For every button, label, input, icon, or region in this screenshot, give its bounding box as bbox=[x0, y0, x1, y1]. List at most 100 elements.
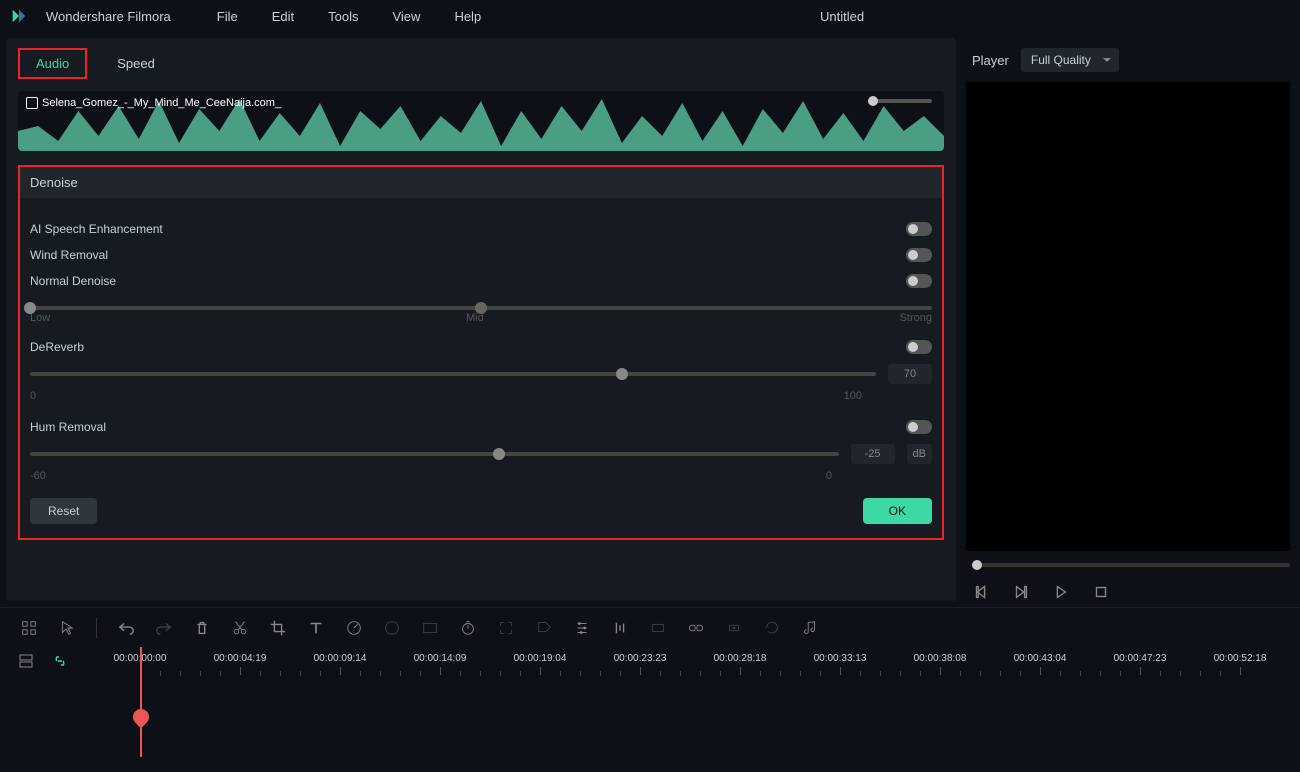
hum-max: 0 bbox=[826, 470, 832, 482]
normal-denoise-slider[interactable] bbox=[30, 306, 932, 310]
audio-settings-panel: Audio Speed Selena_Gomez_-_My_Mind_Me_Ce… bbox=[6, 38, 956, 601]
playhead[interactable] bbox=[140, 647, 142, 757]
ok-button[interactable]: OK bbox=[863, 498, 932, 524]
hum-min: -60 bbox=[30, 470, 46, 482]
audio-adjust-icon[interactable] bbox=[611, 619, 629, 637]
text-icon[interactable] bbox=[307, 619, 325, 637]
tab-speed[interactable]: Speed bbox=[99, 48, 173, 79]
cut-icon[interactable] bbox=[231, 619, 249, 637]
normal-denoise-slider-row: Low Mid Strong bbox=[20, 294, 942, 324]
project-title: Untitled bbox=[820, 9, 864, 24]
quality-dropdown[interactable]: Full Quality bbox=[1021, 48, 1119, 72]
track-link-icon[interactable] bbox=[52, 653, 68, 669]
timer-icon[interactable] bbox=[459, 619, 477, 637]
player-header: Player Full Quality bbox=[966, 38, 1294, 82]
wind-removal-label: Wind Removal bbox=[30, 248, 108, 262]
expand-icon[interactable] bbox=[497, 619, 515, 637]
hum-removal-toggle[interactable] bbox=[906, 420, 932, 434]
timeline-toolbar bbox=[0, 607, 1300, 647]
normal-denoise-mid-marker bbox=[475, 302, 487, 314]
speed-icon[interactable] bbox=[345, 619, 363, 637]
settings-tabs: Audio Speed bbox=[18, 48, 944, 79]
playhead-knob-icon[interactable] bbox=[130, 706, 153, 729]
normal-denoise-row: Normal Denoise bbox=[20, 268, 942, 294]
hum-slider[interactable] bbox=[30, 452, 839, 456]
play-pause-icon[interactable] bbox=[1012, 583, 1030, 601]
dereverb-toggle[interactable] bbox=[906, 340, 932, 354]
waveform-zoom-slider[interactable] bbox=[872, 99, 932, 103]
timeline-ruler[interactable]: 00:00:00:0000:00:04:1900:00:09:1400:00:1… bbox=[140, 653, 1290, 683]
tick-label: 00:00:43:04 bbox=[1014, 653, 1067, 664]
tick-label: 00:00:19:04 bbox=[514, 653, 567, 664]
tick-label: 00:00:09:14 bbox=[314, 653, 367, 664]
tick-label: 00:00:33:13 bbox=[814, 653, 867, 664]
play-icon[interactable] bbox=[1052, 583, 1070, 601]
prev-frame-icon[interactable] bbox=[972, 583, 990, 601]
menu-view[interactable]: View bbox=[384, 5, 428, 28]
menu-tools[interactable]: Tools bbox=[320, 5, 366, 28]
waveform-preview: Selena_Gomez_-_My_Mind_Me_CeeNaija.com_ bbox=[18, 91, 944, 151]
reset-button[interactable]: Reset bbox=[30, 498, 97, 524]
film-icon[interactable] bbox=[649, 619, 667, 637]
tick-label: 00:00:52:18 bbox=[1214, 653, 1267, 664]
denoise-buttons: Reset OK bbox=[20, 484, 942, 524]
tick-label: 00:00:04:19 bbox=[214, 653, 267, 664]
tick-label: 00:00:28:18 bbox=[714, 653, 767, 664]
hum-thumb[interactable] bbox=[493, 448, 505, 460]
menu-file[interactable]: File bbox=[209, 5, 246, 28]
refresh-icon[interactable] bbox=[763, 619, 781, 637]
hum-unit: dB bbox=[907, 444, 932, 464]
link-icon[interactable] bbox=[687, 619, 705, 637]
dereverb-slider[interactable] bbox=[30, 372, 876, 376]
normal-denoise-label: Normal Denoise bbox=[30, 274, 116, 288]
denoise-header: Denoise bbox=[20, 167, 942, 198]
hum-value[interactable]: -25 bbox=[851, 444, 895, 464]
ai-speech-toggle[interactable] bbox=[906, 222, 932, 236]
normal-denoise-low: Low bbox=[30, 312, 50, 324]
grid-icon[interactable] bbox=[20, 619, 38, 637]
hum-slider-row: -25 dB bbox=[20, 440, 942, 468]
color-icon[interactable] bbox=[383, 619, 401, 637]
ai-speech-row: AI Speech Enhancement bbox=[20, 216, 942, 242]
video-preview bbox=[966, 82, 1290, 551]
dereverb-min: 0 bbox=[30, 390, 36, 402]
app-name: Wondershare Filmora bbox=[46, 9, 171, 24]
music-note-icon bbox=[26, 97, 38, 109]
hum-removal-row: Hum Removal bbox=[20, 414, 942, 440]
dereverb-value[interactable]: 70 bbox=[888, 364, 932, 384]
dereverb-thumb[interactable] bbox=[616, 368, 628, 380]
keyframe-icon[interactable] bbox=[725, 619, 743, 637]
dereverb-row: DeReverb bbox=[20, 334, 942, 360]
redo-icon[interactable] bbox=[155, 619, 173, 637]
tab-audio[interactable]: Audio bbox=[18, 48, 87, 79]
music-icon[interactable] bbox=[801, 619, 819, 637]
sliders-icon[interactable] bbox=[573, 619, 591, 637]
menu-edit[interactable]: Edit bbox=[264, 5, 302, 28]
normal-denoise-toggle[interactable] bbox=[906, 274, 932, 288]
player-controls bbox=[966, 583, 1294, 601]
playback-scrubber[interactable] bbox=[972, 563, 1290, 567]
audio-file-label: Selena_Gomez_-_My_Mind_Me_CeeNaija.com_ bbox=[26, 97, 281, 109]
track-layers-icon[interactable] bbox=[18, 653, 34, 669]
menu-help[interactable]: Help bbox=[446, 5, 489, 28]
dereverb-slider-row: 70 bbox=[20, 360, 942, 388]
tag-icon[interactable] bbox=[535, 619, 553, 637]
app-logo-icon bbox=[10, 7, 28, 25]
player-label: Player bbox=[972, 53, 1009, 68]
wind-removal-row: Wind Removal bbox=[20, 242, 942, 268]
crop-icon[interactable] bbox=[269, 619, 287, 637]
audio-file-name: Selena_Gomez_-_My_Mind_Me_CeeNaija.com_ bbox=[42, 97, 281, 109]
dereverb-label: DeReverb bbox=[30, 340, 84, 354]
tick-label: 00:00:38:08 bbox=[914, 653, 967, 664]
screen-icon[interactable] bbox=[421, 619, 439, 637]
menubar: Wondershare Filmora File Edit Tools View… bbox=[0, 0, 1300, 32]
stop-icon[interactable] bbox=[1092, 583, 1110, 601]
cursor-icon[interactable] bbox=[58, 619, 76, 637]
ai-speech-label: AI Speech Enhancement bbox=[30, 222, 163, 236]
normal-denoise-thumb[interactable] bbox=[24, 302, 36, 314]
undo-icon[interactable] bbox=[117, 619, 135, 637]
tick-label: 00:00:47:23 bbox=[1114, 653, 1167, 664]
denoise-section: Denoise AI Speech Enhancement Wind Remov… bbox=[18, 165, 944, 540]
wind-removal-toggle[interactable] bbox=[906, 248, 932, 262]
delete-icon[interactable] bbox=[193, 619, 211, 637]
